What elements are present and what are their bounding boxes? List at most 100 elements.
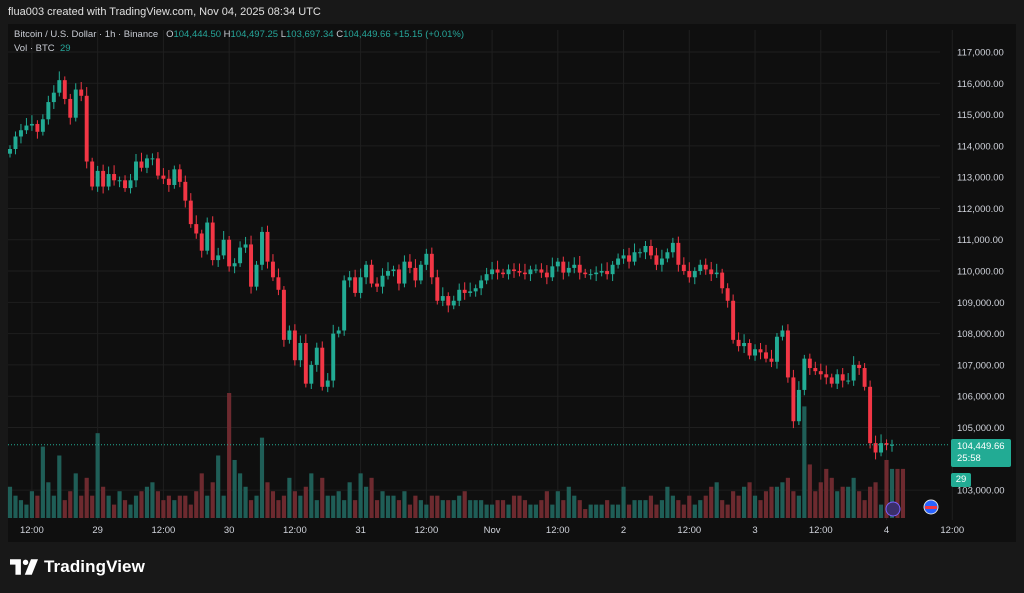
volume-bar — [758, 500, 763, 518]
volume-bar — [446, 500, 451, 518]
volume-bar — [281, 495, 286, 518]
candle-body — [134, 161, 138, 181]
volume-bar — [358, 473, 363, 518]
candle-body — [24, 125, 29, 131]
volume-bar — [320, 477, 325, 518]
volume-bar — [484, 504, 489, 518]
candle-body — [407, 261, 412, 268]
open-label: O — [166, 29, 174, 40]
candle-body — [101, 170, 106, 187]
candle-body — [386, 271, 390, 276]
candle-body — [522, 272, 527, 275]
volume-bar — [632, 500, 637, 518]
volume-bar — [95, 433, 100, 518]
candle-body — [857, 364, 862, 369]
volume-bar — [544, 491, 549, 518]
candle-body — [68, 98, 73, 118]
change-value: +15.15 (+0.01%) — [393, 29, 465, 40]
candle-body — [369, 264, 374, 284]
volume-bar — [473, 500, 478, 518]
y-tick-label: 108,000.00 — [957, 329, 1005, 340]
last-price-value: 104,449.66 — [957, 441, 1005, 452]
candle-body — [205, 222, 210, 251]
symbol-label[interactable]: Bitcoin / U.S. Dollar · 1h · Binance — [14, 29, 159, 40]
candle-body — [758, 349, 763, 353]
volume-bar — [681, 504, 686, 518]
candle-body — [599, 271, 604, 273]
volume-bar — [769, 486, 774, 518]
volume-bar — [216, 455, 221, 518]
candle-body — [791, 377, 796, 422]
volume-bar — [594, 504, 599, 518]
candle-body — [254, 264, 259, 287]
candle-body — [654, 255, 659, 265]
volume-bar — [380, 491, 385, 518]
candle-body — [840, 374, 845, 381]
y-tick-label: 112,000.00 — [957, 204, 1004, 215]
volume-bar — [517, 495, 522, 518]
candle-body — [725, 288, 730, 301]
volume-bar — [183, 495, 188, 518]
y-tick-label: 111,000.00 — [957, 235, 1003, 246]
candle-body — [172, 169, 177, 185]
y-tick-label: 117,000.00 — [957, 48, 1004, 59]
candle-body — [150, 158, 155, 160]
volume-bar — [385, 495, 391, 518]
x-tick-label: 12:00 — [152, 525, 176, 536]
candle-body — [188, 200, 193, 225]
candle-body — [528, 269, 533, 275]
volume-bar — [112, 504, 117, 518]
volume-label[interactable]: Vol · BTC — [14, 43, 55, 54]
volume-bar — [539, 500, 544, 518]
x-tick-label: 12:00 — [414, 525, 438, 536]
volume-bar — [572, 495, 577, 518]
candle-body — [670, 242, 675, 253]
candle-body — [380, 275, 385, 287]
candle-body — [501, 272, 506, 275]
candle-body — [249, 244, 254, 287]
volume-bar — [122, 500, 128, 518]
volume-bar — [418, 500, 423, 518]
candle-body — [879, 443, 884, 453]
candle-body — [566, 267, 571, 273]
candle-body — [183, 181, 188, 201]
creator-caption: flua003 created with TradingView.com, No… — [8, 6, 321, 18]
volume-bar — [670, 495, 675, 518]
candle-body — [298, 343, 303, 361]
volume-bar — [813, 491, 818, 518]
candle-body — [533, 269, 538, 271]
volume-bar — [665, 486, 670, 518]
x-tick-label: 31 — [355, 525, 366, 536]
volume-bar — [353, 500, 358, 518]
candle-body — [643, 246, 648, 253]
candle-body — [292, 330, 297, 361]
candle-body — [238, 247, 243, 264]
y-tick-label: 106,000.00 — [957, 392, 1005, 403]
candle-body — [364, 264, 369, 278]
volume-bar — [117, 491, 122, 518]
candle-body — [835, 374, 840, 384]
volume-bar — [583, 509, 588, 518]
volume-bar — [900, 468, 906, 518]
candle-body — [144, 158, 149, 168]
volume-bar — [506, 504, 511, 518]
volume-bar — [522, 500, 528, 518]
tradingview-logo-icon — [10, 559, 38, 575]
volume-bar — [314, 500, 319, 518]
candle-body — [539, 269, 544, 273]
volume-bar — [276, 500, 281, 518]
candle-body — [703, 264, 708, 270]
chart-panel[interactable] — [8, 24, 1016, 542]
candle-body — [216, 255, 221, 261]
x-tick-label: 2 — [621, 525, 626, 536]
volume-bar — [139, 491, 144, 518]
candle-body — [616, 258, 621, 265]
volume-bar — [500, 500, 506, 518]
y-tick-label: 116,000.00 — [957, 79, 1004, 90]
volume-bar — [791, 491, 796, 518]
candle-body — [747, 343, 752, 356]
candle-body — [177, 169, 182, 182]
candle-body — [391, 269, 396, 272]
candle-body — [112, 174, 117, 181]
